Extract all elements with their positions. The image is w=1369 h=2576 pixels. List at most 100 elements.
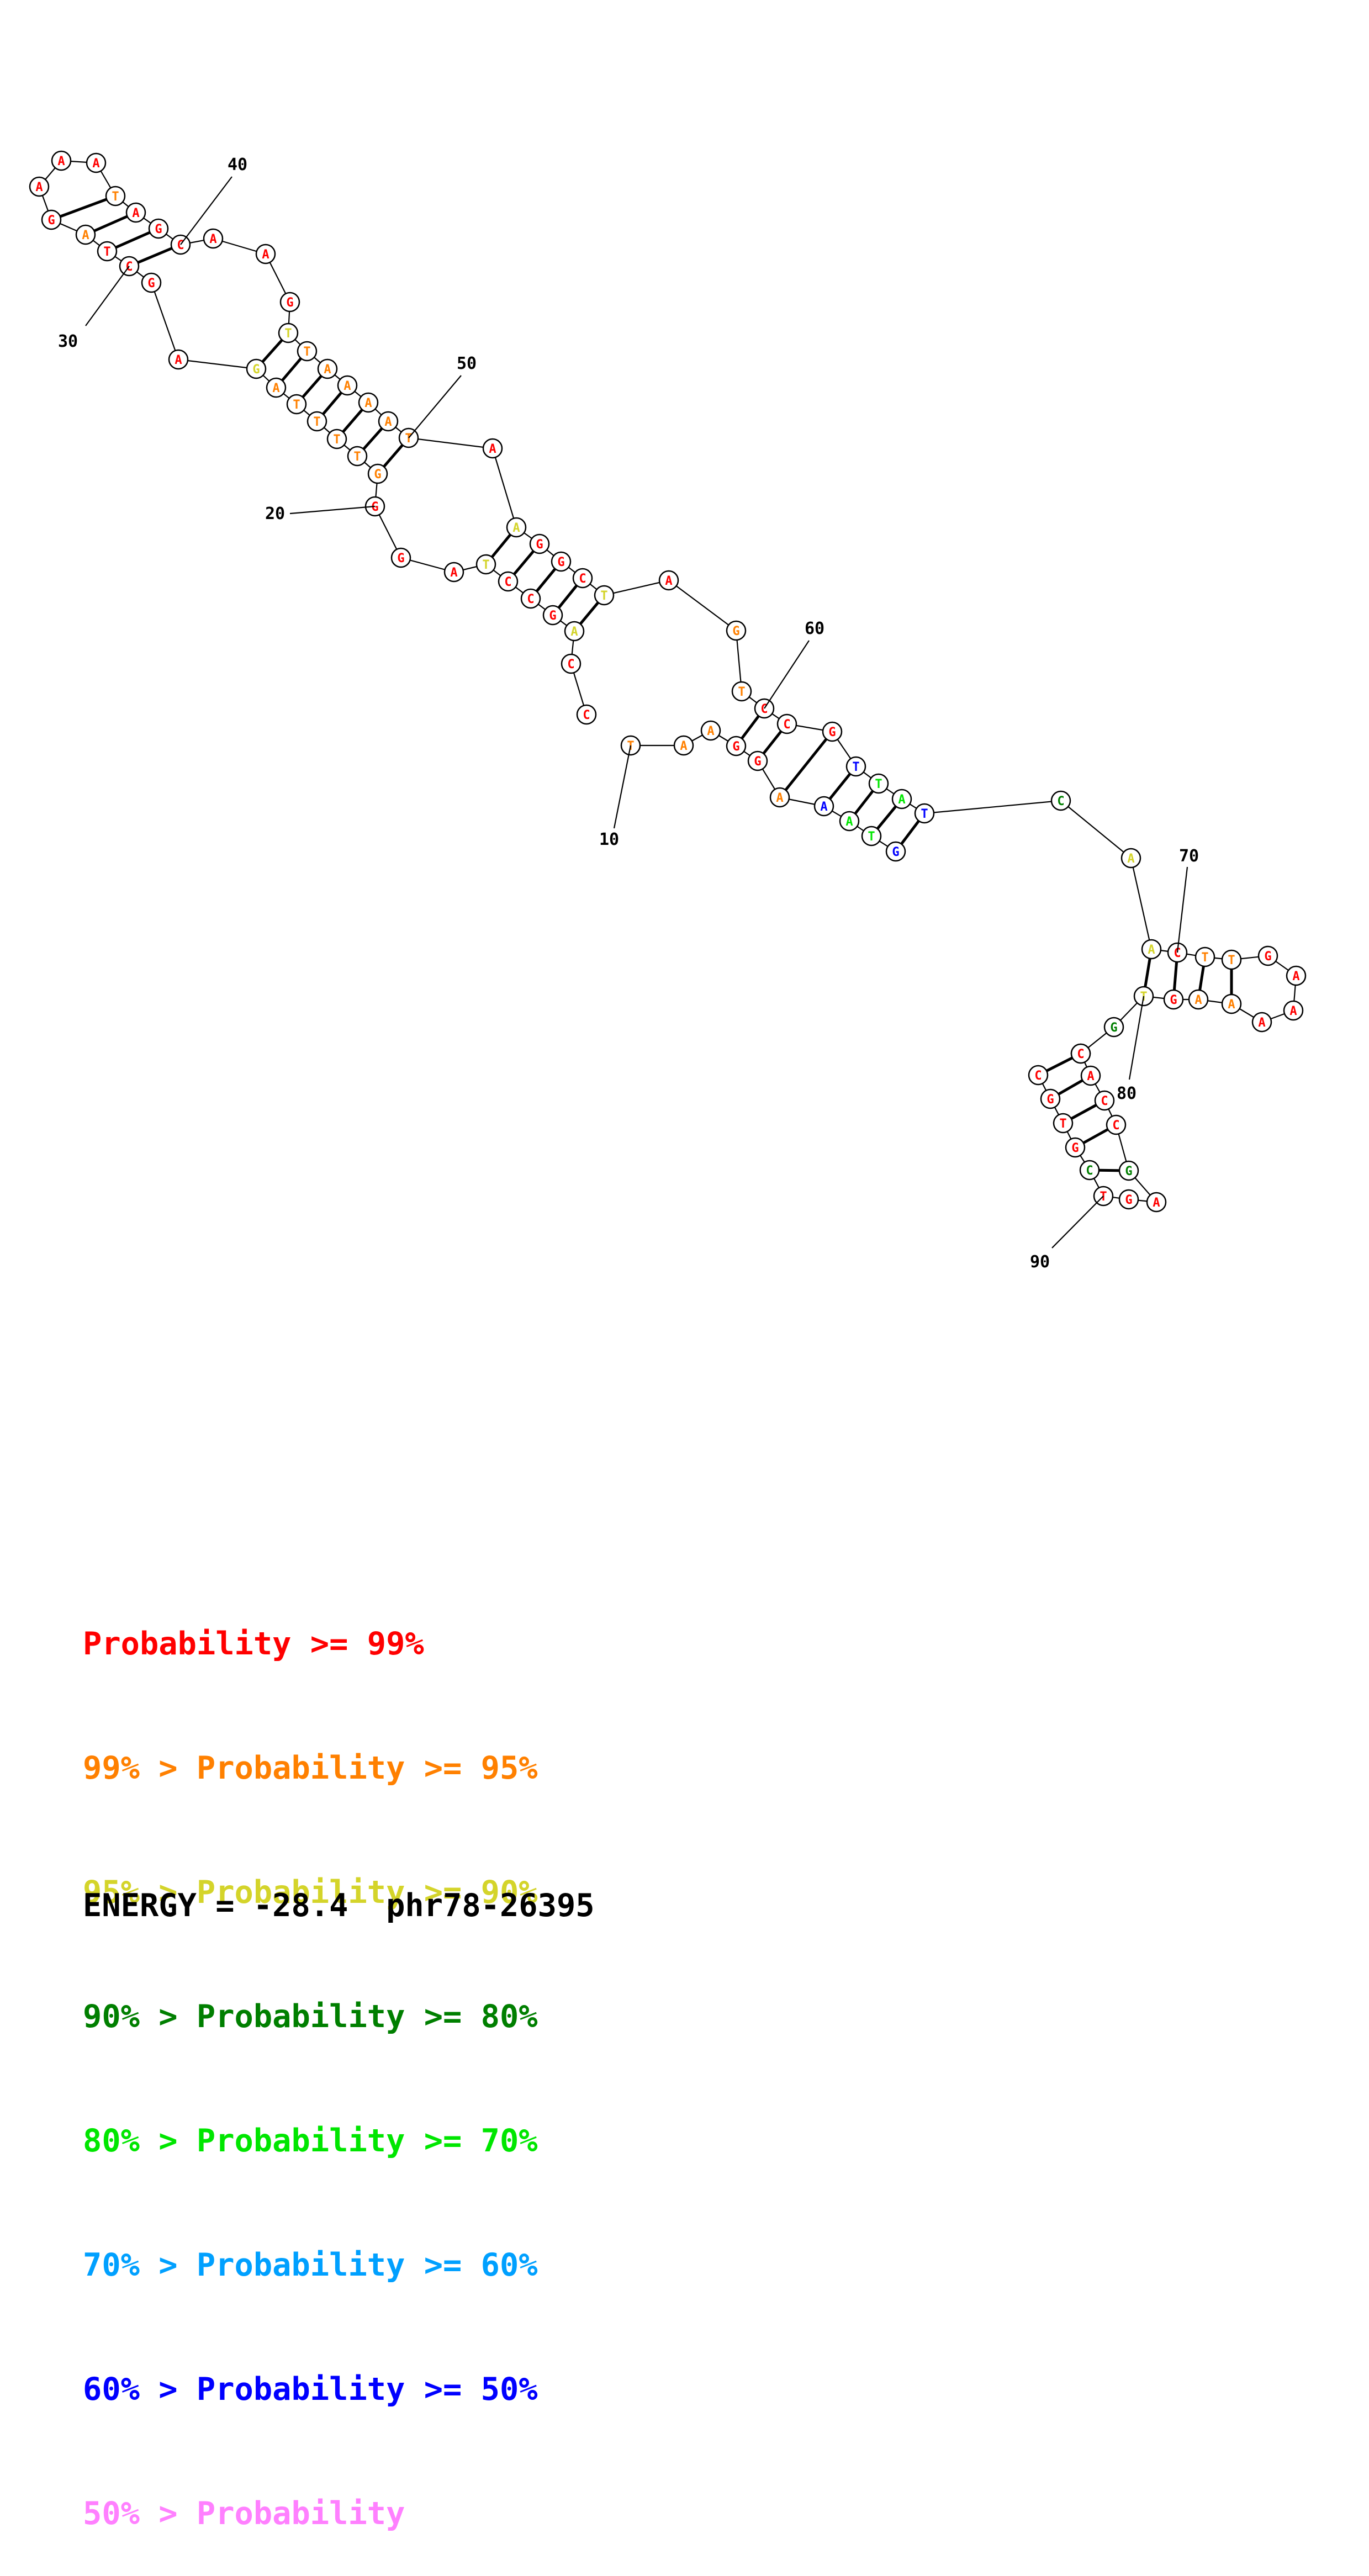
nucleotide-base: A [570,625,578,639]
nucleotide: G [141,272,162,293]
nucleotide-base: T [482,558,489,572]
nucleotide: A [839,811,860,832]
nucleotide-base: G [1125,1165,1132,1178]
legend-row-90: 95% > Probability >= 90% [83,1872,538,1913]
energy-footer: ENERGY = -28.4 phr78-26395 [83,1887,595,1924]
nucleotide-base: G [1046,1093,1054,1107]
nucleotide-base: T [112,190,119,204]
nucleotide-base: A [1289,1004,1297,1018]
nucleotide-base: A [512,521,520,535]
nucleotide-circle [673,735,694,756]
nucleotide-base: C [527,593,534,606]
nucleotide-base: G [732,740,739,754]
nucleotide-base: A [1087,1070,1094,1083]
legend-row-50: 60% > Probability >= 50% [83,2369,538,2410]
nucleotide-circle [551,551,572,572]
nucleotide: A [125,202,146,223]
nucleotide-circle [1221,949,1242,970]
nucleotide-circle [520,588,541,609]
nucleotide: G [747,750,768,771]
backbone-segment [408,437,493,449]
nucleotide-base: T [921,807,928,821]
nucleotide: C [1028,1065,1049,1086]
nucleotide-circle [347,446,368,467]
backbone-segment [1130,858,1153,950]
nucleotide-base: A [132,207,139,220]
nucleotide: G [1163,989,1184,1010]
nucleotide-base: G [754,755,761,769]
nucleotide-base: A [1292,970,1299,983]
nucleotide: G [41,209,62,230]
nucleotide-circle [1257,945,1278,966]
nucleotide-base: C [579,572,586,586]
nucleotide: A [1221,993,1242,1014]
nucleotide: A [1141,939,1162,960]
position-label: 30 [58,332,78,351]
nucleotide-base: A [1228,998,1235,1012]
nucleotide: C [498,571,519,592]
nucleotide: A [443,562,464,583]
nucleotide-circle [1251,1012,1272,1033]
nucleotide-base: A [209,232,216,246]
nucleotide: T [868,773,889,794]
position-tick [289,505,376,515]
nucleotide: A [378,411,399,432]
nucleotide-base: T [1201,951,1208,965]
nucleotide: C [1106,1114,1127,1135]
nucleotide-circle [326,429,347,449]
nucleotide-circle [246,358,267,379]
nucleotide: G [390,547,411,568]
nucleotide: T [731,681,752,702]
nucleotide: G [279,292,300,313]
nucleotide-circle [51,150,72,171]
nucleotide-circle [839,811,860,832]
nucleotide-base: G [1071,1141,1079,1155]
nucleotide-circle [29,176,50,197]
nucleotide-circle [482,438,503,459]
legend-row-below-50: 50% > Probability [83,2493,538,2535]
nucleotide: A [86,152,107,173]
nucleotide-circle [1286,965,1307,986]
nucleotide-base: C [1077,1048,1084,1061]
nucleotide: A [203,228,224,249]
backbone-segment [150,282,179,360]
position-tick [764,640,810,709]
backbone-segment [491,448,517,528]
nucleotide-circle [572,568,593,589]
legend-row-60: 70% > Probability >= 60% [83,2245,538,2286]
position-tick [180,176,232,245]
legend-prefix: 70% > [83,2247,197,2283]
nucleotide: A [891,789,912,810]
nucleotide-base: A [343,379,351,393]
nucleotide-circle [1221,993,1242,1014]
nucleotide-base: C [1034,1069,1042,1083]
nucleotide-circle [317,358,338,379]
nucleotide: A [317,358,338,379]
nucleotide-base: C [567,658,574,671]
nucleotide: T [297,341,318,362]
nucleotide: G [367,463,388,484]
nucleotide-base: A [680,739,687,753]
base-pair [51,194,116,221]
nucleotide-circle [203,228,224,249]
nucleotide-circle [542,605,563,626]
nucleotide-circle [914,803,935,824]
nucleotide: C [520,588,541,609]
nucleotide: A [337,375,358,396]
rna-structure-diagram: TAAGGAAATGTATTGCCTGATCGGAATAAAATTGAACGAT… [29,150,1307,1272]
nucleotide-circle [561,653,582,674]
nucleotide-circle [529,533,550,554]
nucleotides: TAAGGAAATGTATTGCCTGATCGGAATAAAATTGAACGAT… [29,150,1307,1213]
position-label: 20 [265,504,285,523]
nucleotide-circle [105,186,126,207]
nucleotide-base: A [1148,943,1155,957]
nucleotide: A [1080,1065,1101,1086]
legend-text: Probability >= 50% [196,2371,538,2408]
nucleotide-base: A [35,181,43,194]
nucleotide-circle [1070,1043,1091,1064]
nucleotide-circle [813,796,834,817]
nucleotide: A [266,377,287,398]
nucleotide-circle [822,721,843,742]
legend-prefix: 60% > [83,2371,197,2408]
nucleotide-base: A [898,793,905,807]
